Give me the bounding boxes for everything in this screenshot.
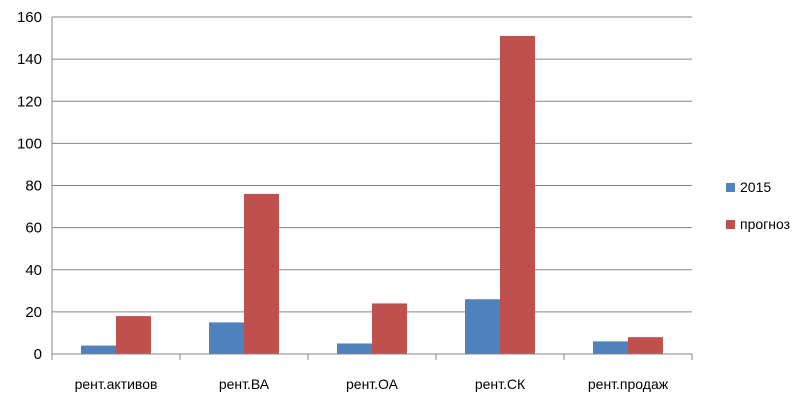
- y-tick-label: 60: [25, 220, 42, 237]
- y-tick-label: 20: [25, 304, 42, 321]
- legend: 2015 прогноз: [726, 179, 790, 232]
- bar-series-1: [593, 341, 628, 354]
- x-category-label: рент.активов: [75, 376, 158, 392]
- y-tick-label: 160: [17, 9, 42, 26]
- legend-label: 2015: [740, 179, 771, 195]
- legend-swatch: [726, 183, 735, 192]
- bar-series-1: [209, 322, 244, 354]
- bar-series-1: [337, 343, 372, 354]
- legend-label: прогноз: [740, 216, 790, 232]
- bar-series-2: [244, 193, 279, 354]
- x-category-label: рент.продаж: [588, 376, 669, 392]
- x-category-label: рент.ОА: [346, 376, 399, 392]
- y-tick-label: 140: [17, 51, 42, 68]
- gridlines: [52, 16, 692, 313]
- y-tick-label: 120: [17, 93, 42, 110]
- y-axis: 0 20 40 60 80 100 120 140 160: [17, 9, 53, 363]
- x-category-label: рент.ВА: [219, 376, 270, 392]
- bar-series-1: [465, 299, 500, 354]
- x-category-label: рент.СК: [475, 376, 526, 392]
- bar-series-2: [628, 337, 663, 354]
- bars: [81, 35, 663, 355]
- bar-series-1: [81, 345, 116, 354]
- legend-swatch: [726, 220, 735, 229]
- bar-series-2: [500, 35, 535, 355]
- bar-series-2: [372, 303, 407, 354]
- y-tick-label: 40: [25, 262, 42, 279]
- bar-series-2: [116, 316, 151, 354]
- x-axis: рент.активов рент.ВА рент.ОА рент.СК рент.пр…: [51, 353, 693, 392]
- y-tick-label: 0: [34, 346, 42, 363]
- y-tick-label: 80: [25, 178, 42, 195]
- y-tick-label: 100: [17, 135, 42, 152]
